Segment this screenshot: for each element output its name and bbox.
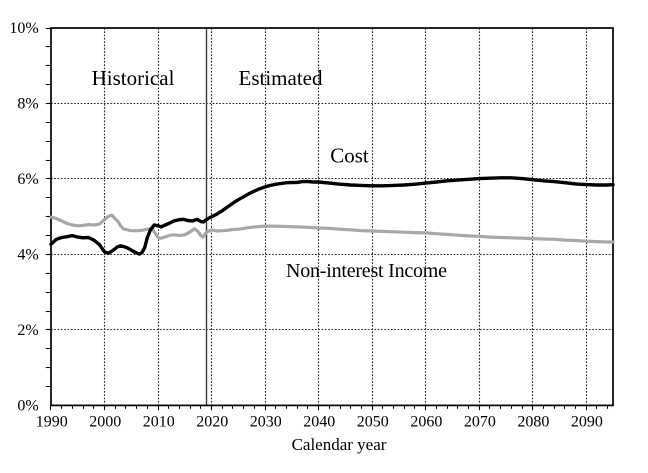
svg-text:Historical: Historical <box>92 66 175 90</box>
svg-text:Calendar year: Calendar year <box>292 435 387 454</box>
svg-text:2020: 2020 <box>196 413 228 430</box>
svg-text:2030: 2030 <box>250 413 282 430</box>
svg-text:Estimated: Estimated <box>239 66 323 90</box>
svg-text:2060: 2060 <box>410 413 442 430</box>
svg-text:2040: 2040 <box>303 413 335 430</box>
svg-text:2010: 2010 <box>143 413 175 430</box>
svg-text:Cost: Cost <box>330 144 369 168</box>
svg-text:2070: 2070 <box>464 413 496 430</box>
svg-text:2%: 2% <box>17 322 38 339</box>
svg-text:8%: 8% <box>17 96 38 113</box>
svg-text:6%: 6% <box>17 171 38 188</box>
svg-text:2090: 2090 <box>571 413 603 430</box>
svg-text:2080: 2080 <box>517 413 549 430</box>
svg-text:2000: 2000 <box>89 413 121 430</box>
svg-text:1990: 1990 <box>36 413 68 430</box>
svg-text:0%: 0% <box>17 398 38 415</box>
svg-text:Non-interest Income: Non-interest Income <box>286 260 447 282</box>
svg-text:2050: 2050 <box>357 413 389 430</box>
svg-text:4%: 4% <box>17 247 38 264</box>
svg-text:10%: 10% <box>9 20 38 37</box>
